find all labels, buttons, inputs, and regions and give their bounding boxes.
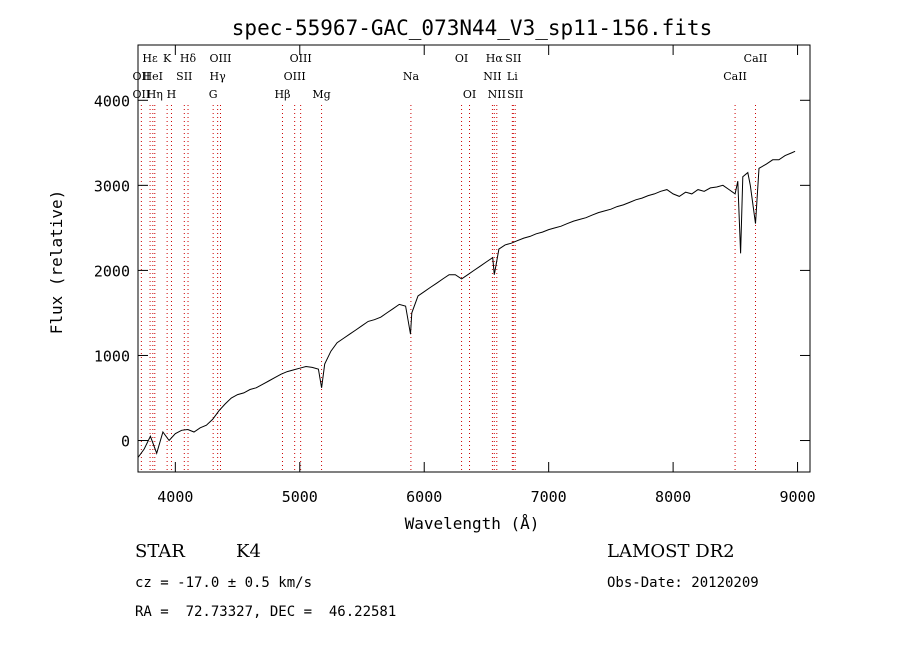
spectral-line-label: Mg <box>312 88 330 101</box>
spectral-line-label: OII <box>133 88 151 101</box>
spectral-line-label: OI <box>455 52 468 65</box>
spectral-line-label: CaII <box>744 52 768 65</box>
spectral-line-label: OII <box>133 70 151 83</box>
spectral-line-label: OIII <box>290 52 312 65</box>
y-tick-label: 0 <box>121 433 130 451</box>
spectral-line-label: Hη <box>147 88 163 101</box>
x-tick-label: 9000 <box>779 488 815 506</box>
spectral-line-label: NII <box>483 70 501 83</box>
x-axis-label: Wavelength (Å) <box>405 514 540 533</box>
x-tick-label: 4000 <box>157 488 193 506</box>
spectral-line-label: SII <box>507 88 523 101</box>
spectral-line-label: Hγ <box>210 70 227 83</box>
survey-name: LAMOST DR2 <box>607 541 735 562</box>
spectral-line-label: K <box>163 52 172 65</box>
plot-frame <box>137 44 811 473</box>
x-tick-label: 7000 <box>531 488 567 506</box>
spectral-line-label: G <box>209 88 218 101</box>
spectral-line-label: OIII <box>284 70 306 83</box>
spectral-line-label: HeI <box>143 70 163 83</box>
redshift-cz: cz = -17.0 ± 0.5 km/s <box>135 575 313 591</box>
spectral-line-label: Hα <box>486 52 504 65</box>
y-tick-label: 1000 <box>94 347 130 365</box>
object-subclass: K4 <box>236 541 261 562</box>
spectral-line-label: Li <box>507 70 518 83</box>
x-tick-label: 5000 <box>282 488 318 506</box>
spectral-line-label: Hβ <box>275 88 291 101</box>
ra-dec-coordinates: RA = 72.73327, DEC = 46.22581 <box>135 604 397 620</box>
axis-ticks-layer: 4000 5000 6000 7000 8000 9000 0 1000 2000 3000 400… <box>94 45 816 506</box>
spectral-line-label: Hδ <box>180 52 197 65</box>
y-tick-label: 4000 <box>94 92 130 110</box>
x-tick-label: 6000 <box>406 488 442 506</box>
spectral-line-label: Hε <box>142 52 158 65</box>
object-class: STAR <box>135 541 185 562</box>
y-tick-label: 3000 <box>94 177 130 195</box>
y-tick-label: 2000 <box>94 262 130 280</box>
spectral-line-label: Na <box>403 70 420 83</box>
spectral-line-label: OIII <box>209 52 231 65</box>
spectral-line-label: SII <box>505 52 521 65</box>
x-tick-label: 8000 <box>655 488 691 506</box>
observation-date: Obs-Date: 20120209 <box>607 575 759 591</box>
y-axis-label: Flux (relative) <box>47 190 66 335</box>
chart-title: spec-55967-GAC_073N44_V3_sp11-156.fits <box>232 16 712 40</box>
spectral-line-label: CaII <box>723 70 747 83</box>
spectral-line-label: OI <box>463 88 476 101</box>
spectral-lines-layer <box>140 105 756 472</box>
spectral-line-label: H <box>167 88 177 101</box>
spectral-line-label: NII <box>488 88 506 101</box>
spectral-line-label: SII <box>176 70 192 83</box>
spectrum-series-line <box>137 150 796 458</box>
